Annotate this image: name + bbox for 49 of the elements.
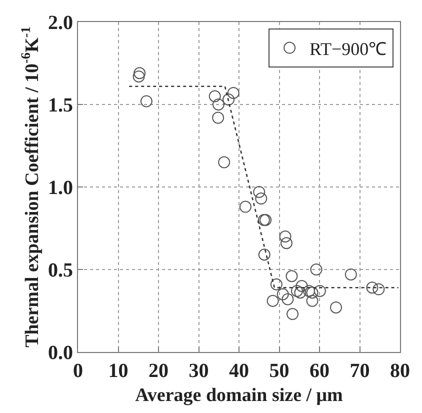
point bbox=[276, 288, 289, 300]
point bbox=[279, 230, 292, 242]
point bbox=[314, 284, 326, 297]
x-tick-label: 0 bbox=[73, 360, 83, 382]
point bbox=[306, 294, 318, 307]
point bbox=[286, 270, 298, 282]
point bbox=[344, 268, 357, 280]
point bbox=[255, 192, 268, 205]
point bbox=[258, 248, 270, 261]
point bbox=[253, 186, 266, 198]
point bbox=[266, 294, 279, 307]
x-axis-title: Average domain size / μm bbox=[135, 384, 344, 406]
y-tick-label: 2.0 bbox=[48, 12, 73, 34]
point bbox=[296, 280, 308, 292]
point bbox=[294, 286, 306, 299]
point bbox=[212, 112, 224, 124]
x-tick-label: 50 bbox=[269, 360, 290, 382]
point bbox=[239, 200, 252, 213]
y-tick-label: 0.0 bbox=[48, 342, 73, 364]
x-tick-label: 10 bbox=[108, 360, 128, 382]
legend-label: RT−900℃ bbox=[310, 38, 387, 59]
point bbox=[227, 86, 240, 99]
point bbox=[282, 293, 294, 306]
point bbox=[218, 156, 230, 168]
point bbox=[366, 282, 378, 294]
point bbox=[310, 264, 322, 276]
point bbox=[303, 284, 316, 297]
point bbox=[208, 90, 221, 102]
point bbox=[140, 95, 152, 108]
x-tick-label: 30 bbox=[188, 360, 209, 382]
point bbox=[132, 70, 145, 82]
point bbox=[212, 98, 224, 110]
point bbox=[134, 67, 146, 80]
y-tick-label: 1.0 bbox=[48, 177, 73, 199]
x-tick-label: 70 bbox=[350, 360, 370, 382]
point bbox=[222, 94, 235, 106]
point bbox=[286, 308, 299, 320]
point bbox=[290, 284, 303, 297]
point bbox=[270, 278, 282, 290]
y-tick-label: 0.5 bbox=[48, 260, 73, 282]
x-tick-label: 60 bbox=[310, 360, 330, 382]
point bbox=[372, 283, 385, 296]
y-tick-label: 1.5 bbox=[48, 94, 73, 116]
x-tick-label: 40 bbox=[229, 360, 249, 382]
x-tick-label: 20 bbox=[148, 360, 168, 382]
point bbox=[306, 286, 318, 299]
x-tick-label: 80 bbox=[390, 360, 410, 382]
point bbox=[330, 301, 342, 314]
point bbox=[280, 237, 292, 250]
